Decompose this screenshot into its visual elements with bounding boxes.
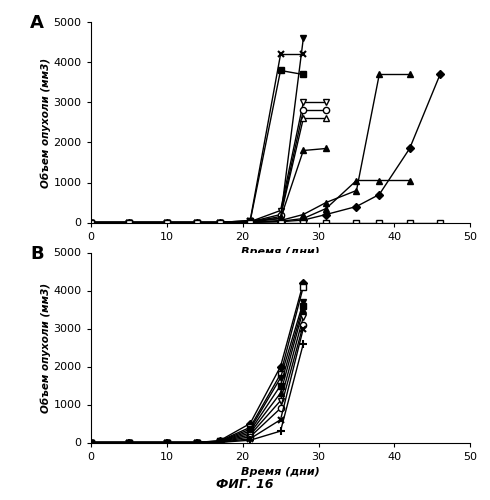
- X-axis label: Время (дни): Время (дни): [241, 247, 320, 257]
- Text: B: B: [30, 245, 44, 263]
- Text: ФИГ. 16: ФИГ. 16: [216, 478, 274, 490]
- X-axis label: Время (дни): Время (дни): [241, 467, 320, 477]
- Text: A: A: [30, 14, 44, 32]
- Y-axis label: Объем опухоли (мм3): Объем опухоли (мм3): [40, 282, 51, 412]
- Y-axis label: Объем опухоли (мм3): Объем опухоли (мм3): [40, 58, 51, 188]
